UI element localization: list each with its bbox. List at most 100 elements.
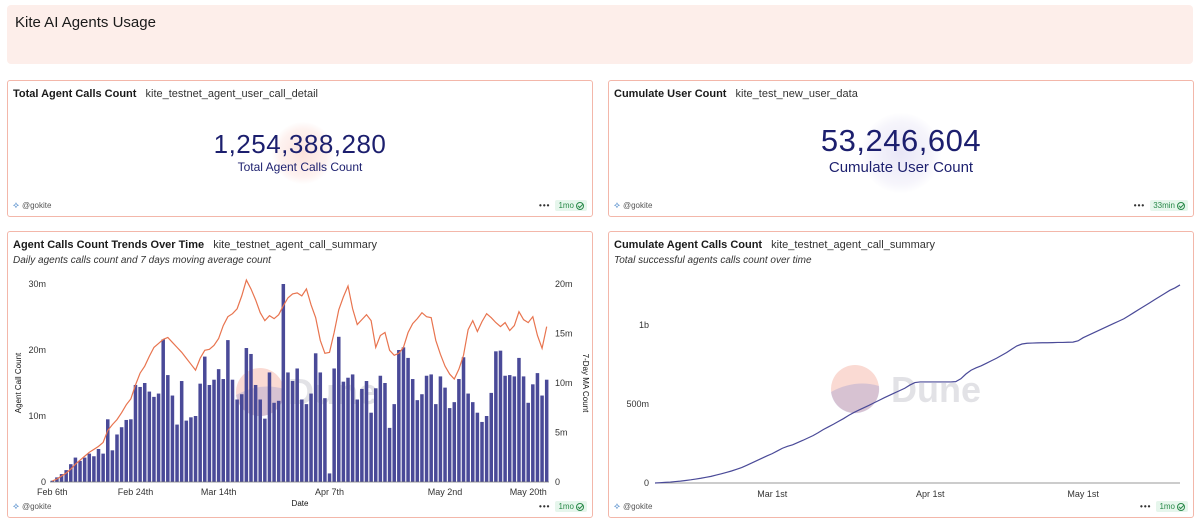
visualization-name[interactable]: Cumulate User Count [614, 88, 727, 100]
data-bar [189, 417, 193, 482]
data-bar [161, 339, 165, 482]
card-footer-actions: ••• 1mo [539, 501, 587, 512]
data-bar [92, 456, 96, 482]
data-bar [249, 353, 253, 482]
visualization-name[interactable]: Total Agent Calls Count [13, 88, 137, 100]
data-bar [498, 350, 503, 482]
more-options-button[interactable]: ••• [539, 201, 551, 210]
data-bar [452, 402, 457, 482]
data-bar [544, 379, 549, 482]
y-tick-label: 20m [28, 345, 46, 355]
more-options-button[interactable]: ••• [1140, 502, 1152, 511]
data-bar [184, 420, 189, 482]
data-bar [517, 357, 521, 482]
query-link[interactable]: kite_testnet_agent_call_summary [213, 239, 378, 251]
data-bar [471, 402, 475, 482]
y-tick-label: 1b [639, 320, 649, 330]
data-bar [313, 353, 318, 482]
data-bar [179, 381, 184, 482]
counter: 53,246,604 Cumulate User Count [609, 123, 1193, 176]
x-tick-label: Apr 7th [315, 487, 344, 497]
data-bar [115, 434, 119, 482]
data-bar [253, 384, 258, 482]
counter-value: 1,254,388,280 [213, 129, 387, 159]
data-bar [466, 393, 470, 482]
check-circle-icon [1177, 201, 1185, 210]
data-bar [212, 379, 216, 482]
author-name: @gokite [21, 502, 52, 511]
data-bar [96, 449, 101, 482]
author-link[interactable]: ⟡ @gokite [614, 501, 652, 512]
data-bar [387, 427, 392, 482]
watermark-text: Dune [891, 369, 981, 410]
visualization-name[interactable]: Agent Calls Count Trends Over Time [13, 239, 205, 251]
data-bar [415, 400, 420, 482]
data-bar [457, 379, 461, 482]
data-bar [300, 399, 304, 482]
data-bar [101, 453, 105, 482]
data-bar [429, 374, 433, 482]
data-bar [540, 395, 544, 482]
freshness-badge[interactable]: 1mo [555, 501, 587, 512]
data-bar [221, 379, 226, 482]
data-bar [156, 393, 161, 482]
data-bar [272, 402, 276, 482]
data-bar [526, 402, 530, 482]
data-bar [484, 416, 489, 482]
data-bar [64, 470, 68, 482]
freshness-badge[interactable]: 33min [1150, 200, 1188, 211]
counter-label: Total Agent Calls Count [237, 160, 363, 174]
author-link[interactable]: ⟡ @gokite [13, 200, 51, 211]
freshness-badge[interactable]: 1mo [1156, 501, 1188, 512]
y-tick-label: 500m [626, 399, 649, 409]
freshness-badge[interactable]: 1mo [555, 200, 587, 211]
card-title: Cumulate Agent Calls Count kite_testnet_… [614, 239, 935, 251]
data-bar [152, 396, 156, 482]
query-link[interactable]: kite_testnet_agent_call_summary [771, 239, 936, 251]
data-bar [281, 284, 286, 482]
data-bar [263, 418, 267, 482]
counter-value: 53,246,604 [820, 123, 982, 158]
data-bar [360, 388, 364, 482]
kite-logo-icon: ⟡ [614, 200, 620, 210]
y-tick-label: 0 [41, 477, 46, 487]
author-link[interactable]: ⟡ @gokite [13, 501, 51, 512]
data-bar [521, 376, 526, 482]
card-footer-actions: ••• 1mo [539, 200, 587, 211]
data-bar [142, 383, 147, 482]
x-tick-label: May 20th [510, 487, 547, 497]
data-bar [138, 386, 142, 482]
counter-label: Cumulate User Count [828, 159, 974, 176]
y2-tick-label: 15m [555, 329, 573, 339]
data-bar [82, 457, 87, 482]
data-bar [309, 393, 313, 482]
data-bar [258, 399, 262, 482]
dashboard-header: Kite AI Agents Usage [7, 5, 1193, 64]
data-bar [286, 372, 290, 482]
more-options-button[interactable]: ••• [1133, 201, 1146, 210]
data-bar [420, 394, 424, 482]
chart-axes: 0 500m 1b Mar 1st Apr 1st May 1st [626, 320, 1180, 499]
author-name: @gokite [21, 201, 52, 210]
visualization-name[interactable]: Cumulate Agent Calls Count [614, 239, 763, 251]
data-bar [87, 453, 92, 482]
data-bar [378, 375, 383, 482]
y2-tick-label: 5m [555, 428, 568, 438]
dune-watermark: Dune [831, 365, 981, 414]
x-tick-label: Mar 1st [757, 489, 788, 499]
data-bar [106, 419, 110, 482]
author-link[interactable]: ⟡ @gokite [614, 200, 652, 211]
query-link[interactable]: kite_testnet_agent_user_call_detail [145, 88, 318, 100]
query-link[interactable]: kite_test_new_user_data [735, 88, 858, 100]
data-bar [364, 381, 369, 482]
more-options-button[interactable]: ••• [539, 502, 551, 511]
chart-subtitle: Daily agents calls count and 7 days movi… [13, 255, 271, 266]
data-bar [341, 381, 346, 482]
data-bar [531, 384, 535, 482]
data-bar [373, 388, 378, 482]
dashboard-title: Kite AI Agents Usage [15, 14, 156, 31]
kite-logo-icon: ⟡ [13, 200, 19, 210]
y-tick-label: 30m [28, 279, 46, 289]
data-bar [438, 376, 443, 482]
